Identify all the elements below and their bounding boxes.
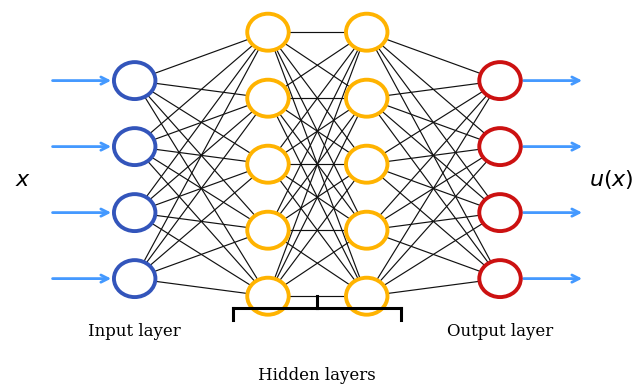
Text: $u(x)$: $u(x)$ <box>589 168 634 191</box>
Text: Input layer: Input layer <box>88 323 181 340</box>
Text: Output layer: Output layer <box>447 323 553 340</box>
Text: Hidden layers: Hidden layers <box>259 367 376 384</box>
Text: $x$: $x$ <box>15 168 31 191</box>
